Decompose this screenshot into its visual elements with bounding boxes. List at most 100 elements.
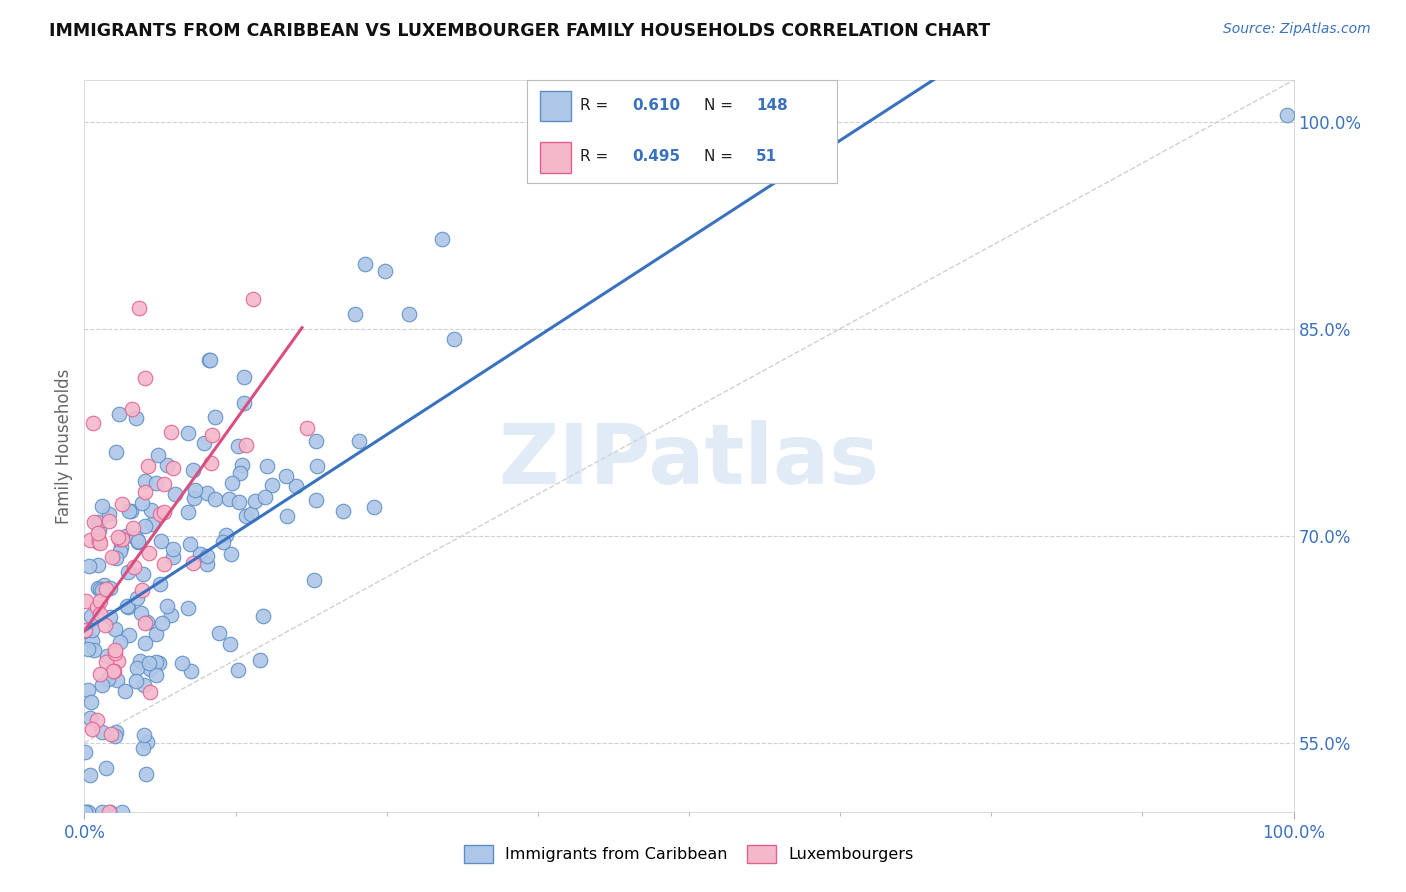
Point <box>89 582 111 596</box>
Point <box>155 458 177 472</box>
Point <box>98 581 121 595</box>
Point <box>115 528 138 542</box>
Point <box>100 726 122 740</box>
Point <box>127 661 149 675</box>
Point <box>80 722 103 736</box>
Point <box>332 504 354 518</box>
Point <box>146 448 169 462</box>
Point <box>262 478 284 492</box>
Point <box>134 484 156 499</box>
Point <box>80 624 103 638</box>
Point <box>80 633 103 648</box>
Point <box>180 665 202 679</box>
Point <box>138 656 160 670</box>
Point <box>253 491 276 505</box>
Point <box>141 516 163 531</box>
Point <box>76 805 98 819</box>
Point <box>127 534 149 549</box>
Point <box>302 574 325 588</box>
Point <box>228 439 250 453</box>
Point <box>177 426 200 441</box>
Point <box>226 663 249 677</box>
Point <box>103 664 125 678</box>
Point <box>243 494 266 508</box>
Point <box>83 643 105 657</box>
Point <box>90 724 112 739</box>
Point <box>138 459 160 474</box>
Point <box>430 232 453 246</box>
Point <box>218 491 240 506</box>
Point <box>131 567 153 582</box>
Point <box>162 550 184 565</box>
Point <box>149 576 172 591</box>
Point <box>79 533 101 547</box>
Point <box>105 551 128 566</box>
Text: R =: R = <box>579 98 607 113</box>
Point <box>145 475 167 490</box>
Point <box>86 599 108 614</box>
Point <box>138 662 160 676</box>
Point <box>73 624 96 638</box>
Point <box>150 616 173 631</box>
Point <box>145 627 167 641</box>
Point <box>215 528 238 542</box>
Text: ZIPatlas: ZIPatlas <box>499 420 879 501</box>
Text: 51: 51 <box>756 149 778 164</box>
Point <box>105 673 128 687</box>
Point <box>305 434 328 448</box>
Point <box>183 556 205 570</box>
FancyBboxPatch shape <box>540 91 571 121</box>
Point <box>150 533 173 548</box>
Point <box>177 601 200 615</box>
Point <box>98 514 121 528</box>
Point <box>122 521 145 535</box>
Point <box>131 582 153 597</box>
Point <box>103 664 125 678</box>
Point <box>153 477 176 491</box>
Point <box>160 607 183 622</box>
Point <box>104 729 127 743</box>
Text: R =: R = <box>579 149 607 164</box>
Point <box>111 805 134 819</box>
Point <box>232 396 254 410</box>
Point <box>163 486 186 500</box>
Point <box>231 458 253 473</box>
Point <box>87 558 110 573</box>
Point <box>170 657 193 671</box>
Point <box>125 532 148 546</box>
Point <box>89 666 111 681</box>
Point <box>256 458 278 473</box>
Text: 148: 148 <box>756 98 787 113</box>
Point <box>136 735 159 749</box>
Point <box>145 655 167 669</box>
Point <box>125 411 148 425</box>
Point <box>104 445 127 459</box>
Point <box>201 427 224 442</box>
Text: IMMIGRANTS FROM CARIBBEAN VS LUXEMBOURGER FAMILY HOUSEHOLDS CORRELATION CHART: IMMIGRANTS FROM CARIBBEAN VS LUXEMBOURGE… <box>49 22 990 40</box>
Point <box>107 654 129 668</box>
Point <box>284 479 307 493</box>
Point <box>305 458 328 473</box>
Point <box>128 301 150 315</box>
Point <box>107 531 129 545</box>
Point <box>235 508 257 523</box>
Point <box>200 456 222 470</box>
Point <box>108 532 131 546</box>
Point <box>97 673 120 687</box>
Point <box>77 683 100 698</box>
Point <box>354 257 377 271</box>
Point <box>211 534 233 549</box>
Point <box>219 547 242 561</box>
Point <box>87 581 110 595</box>
Point <box>89 536 111 550</box>
Point <box>94 656 117 670</box>
Point <box>111 497 134 511</box>
Point <box>76 805 98 819</box>
Point <box>153 505 176 519</box>
Point <box>91 500 114 514</box>
Point <box>96 648 118 663</box>
Point <box>110 540 132 554</box>
Point <box>195 549 218 564</box>
Point <box>111 532 134 546</box>
Point <box>148 656 170 670</box>
